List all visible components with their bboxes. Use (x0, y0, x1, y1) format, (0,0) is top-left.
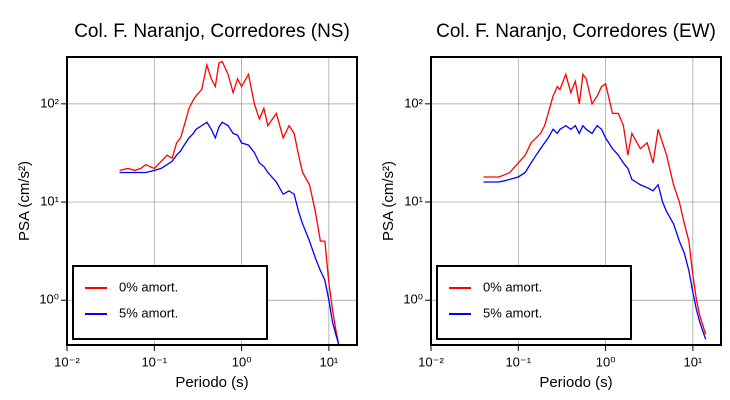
legend-label: 0% amort. (483, 279, 542, 294)
x-tick-label: 10¹ (319, 354, 338, 369)
legend-label: 0% amort. (119, 279, 178, 294)
legend-label: 5% amort. (119, 305, 178, 320)
x-tick-label: 10¹ (683, 354, 702, 369)
x-axis-label: Periodo (s) (539, 374, 612, 391)
series-line (119, 121, 340, 346)
series-line (483, 72, 707, 335)
y-tick-label: 10² (40, 95, 59, 110)
y-tick-label: 10¹ (404, 193, 423, 208)
x-tick-label: 10⁻² (54, 354, 80, 369)
chart-panel: Col. F. Naranjo, Corredores (EW) 10⁻² 10⁻¹… (380, 21, 722, 391)
plot-frame (430, 56, 722, 346)
series-line (483, 124, 707, 340)
legend-box (72, 265, 268, 340)
x-tick-label: 10⁰ (232, 354, 252, 369)
x-tick-label: 10⁻² (418, 354, 444, 369)
chart-title: Col. F. Naranjo, Corredores (EW) (436, 21, 716, 42)
y-tick-label: 10⁰ (39, 292, 59, 307)
y-tick-label: 10¹ (40, 193, 59, 208)
legend-box (436, 265, 632, 340)
chart-panel: Col. F. Naranjo, Corredores (NS) 10⁻² 10⁻¹… (16, 21, 358, 391)
x-tick-label: 10⁻¹ (505, 354, 531, 369)
y-axis-label: PSA (cm/s²) (16, 161, 33, 241)
series-line (119, 60, 340, 346)
legend-label: 5% amort. (483, 305, 542, 320)
x-tick-label: 10⁰ (596, 354, 616, 369)
x-tick-label: 10⁻¹ (141, 354, 167, 369)
y-tick-label: 10⁰ (403, 292, 423, 307)
y-tick-label: 10² (404, 95, 423, 110)
x-axis-label: Periodo (s) (175, 374, 248, 391)
chart-title: Col. F. Naranjo, Corredores (NS) (74, 21, 350, 42)
plot-frame (66, 56, 358, 346)
y-axis-label: PSA (cm/s²) (380, 161, 397, 241)
